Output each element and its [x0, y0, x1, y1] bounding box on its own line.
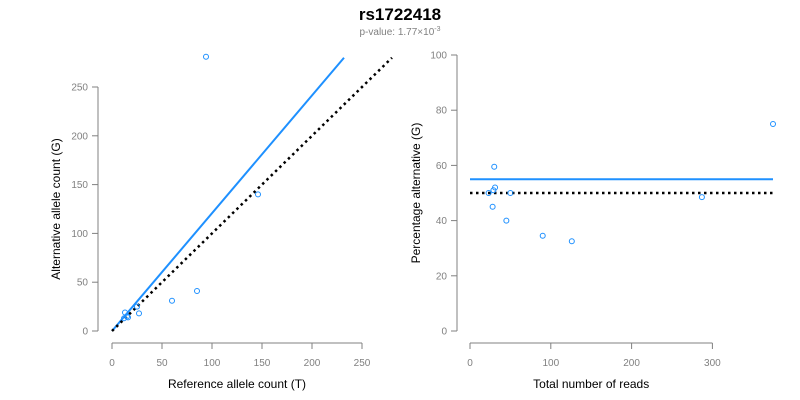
right-data-point — [568, 238, 575, 245]
p-value-text: p-value: 1.77×10 — [359, 27, 434, 38]
left-x-tick-label: 150 — [254, 358, 271, 369]
left-scatter-panel: 0 50 100 150 200 250 0 50 100 150 200 250 Reference … — [49, 53, 393, 391]
right-data-point — [539, 232, 546, 239]
right-data-point — [485, 190, 492, 196]
left-data-point — [121, 315, 127, 322]
right-y-tick-label: 0 — [441, 327, 447, 338]
left-y-tick-label: 100 — [71, 229, 88, 240]
right-scatter-panel: 0 100 200 300 0 20 40 60 80 100 Total number of re… — [409, 51, 776, 391]
left-y-axis-title: Alternative allele count (G) — [49, 138, 63, 279]
left-y-tick-label: 150 — [71, 180, 88, 191]
right-y-tick-label: 60 — [436, 161, 448, 172]
right-y-tick-label: 20 — [436, 271, 448, 282]
left-y-tick-label: 200 — [71, 131, 88, 142]
left-data-point — [203, 53, 209, 60]
left-x-tick-label: 100 — [204, 358, 221, 369]
right-x-axis-title: Total number of reads — [533, 377, 649, 391]
right-x-tick-label: 200 — [623, 358, 640, 369]
right-y-tick-label: 40 — [436, 216, 448, 227]
left-x-tick-label: 200 — [304, 358, 321, 369]
right-x-tick-label: 100 — [542, 358, 559, 369]
right-data-point — [491, 163, 498, 170]
left-x-axis-title: Reference allele count (T) — [168, 377, 306, 391]
right-data-point — [492, 184, 499, 191]
left-x-tick-label: 250 — [354, 358, 371, 369]
figure-title: rs1722418 — [359, 5, 441, 24]
right-data-point — [770, 121, 776, 127]
right-data-point — [489, 203, 496, 210]
left-data-point — [169, 297, 175, 304]
left-data-point — [136, 310, 142, 317]
left-data-point — [134, 303, 140, 310]
left-y-tick-label: 50 — [77, 278, 89, 289]
p-value-exponent: -3 — [434, 26, 440, 33]
left-x-tick-label: 0 — [109, 358, 115, 369]
left-data-point — [255, 191, 261, 198]
right-x-tick-label: 0 — [467, 358, 473, 369]
right-y-tick-label: 100 — [430, 51, 447, 62]
right-data-point — [507, 190, 514, 196]
right-y-axis-title: Percentage alternative (G) — [409, 123, 423, 264]
left-data-point — [124, 313, 130, 320]
left-reference-line — [111, 56, 393, 332]
left-fit-line — [111, 57, 345, 332]
right-y-tick-label: 80 — [436, 106, 448, 117]
left-data-point — [125, 314, 131, 321]
right-x-tick-label: 300 — [704, 358, 721, 369]
left-y-tick-label: 250 — [71, 83, 88, 94]
left-data-point — [194, 287, 200, 294]
left-x-tick-label: 50 — [156, 358, 168, 369]
left-y-tick-label: 0 — [82, 327, 88, 338]
right-data-point — [503, 217, 510, 224]
figure-subtitle: p-value: 1.77×10-3 — [359, 26, 440, 38]
right-data-point — [698, 194, 705, 201]
